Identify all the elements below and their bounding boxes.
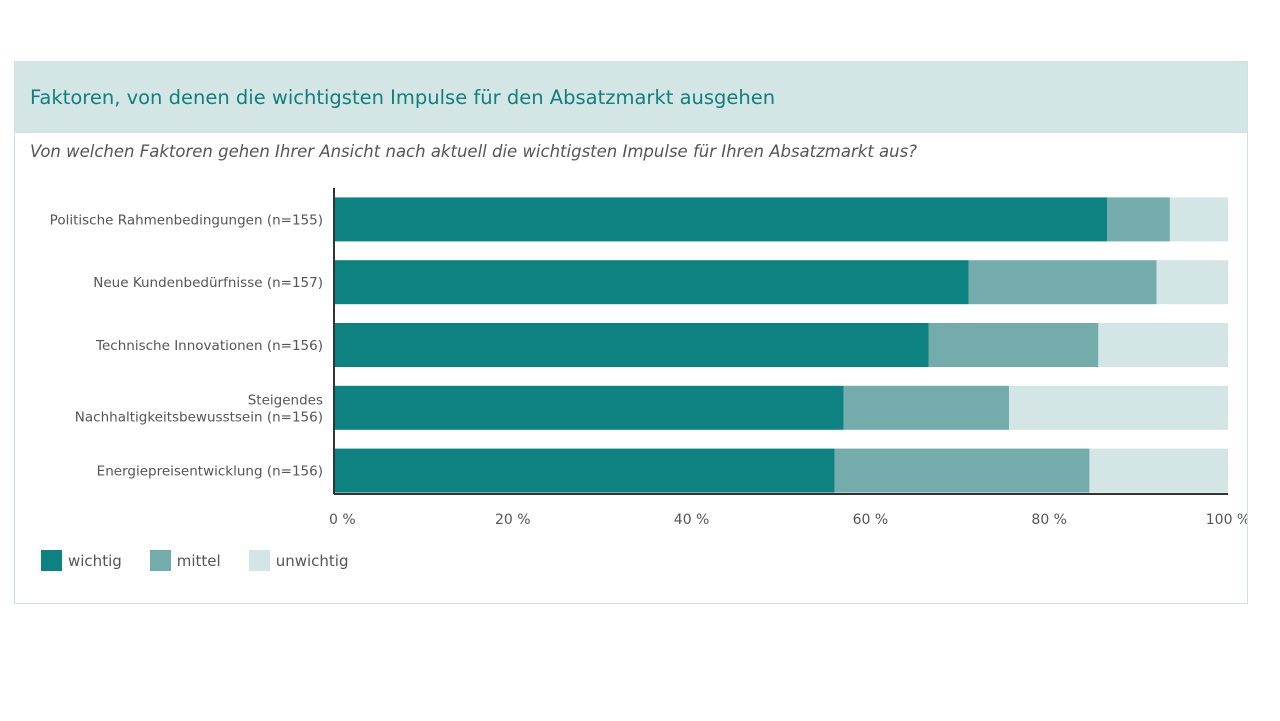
bar-unwichtig-0 <box>1169 197 1228 242</box>
category-label-3-line0: Steigendes <box>248 392 323 408</box>
legend-item-mittel: mittel <box>149 550 221 571</box>
category-label-3-line1: Nachhaltigkeitsbewusstsein (n=156) <box>75 409 323 425</box>
bar-unwichtig-4 <box>1089 448 1228 493</box>
category-label-2: Technische Innovationen (n=156) <box>95 338 323 354</box>
stacked-bar-chart: Politische Rahmenbedingungen (n=155) Neue… <box>50 188 1247 528</box>
bar-mittel-4 <box>834 448 1090 493</box>
category-label-4: Energiepreisentwicklung (n=156) <box>97 464 323 480</box>
x-tick-label-1: 20 % <box>495 512 531 528</box>
bar-mittel-0 <box>1107 197 1170 242</box>
bar-wichtig-1 <box>334 260 969 305</box>
legend-item-wichtig: wichtig <box>41 550 122 571</box>
bar-wichtig-4 <box>334 448 835 493</box>
chart-card: Faktoren, von denen die wichtigsten Impu… <box>14 61 1248 604</box>
legend-swatch-mittel <box>149 550 171 571</box>
legend-item-unwichtig: unwichtig <box>248 550 349 571</box>
card-header: Faktoren, von denen die wichtigsten Impu… <box>15 62 1247 133</box>
legend-label-wichtig: wichtig <box>68 551 122 570</box>
legend-swatch-wichtig <box>41 550 62 571</box>
legend-label-unwichtig: unwichtig <box>275 551 349 570</box>
bar-mittel-3 <box>843 385 1009 430</box>
x-tick-label-2: 40 % <box>674 512 710 528</box>
x-tick-label-3: 60 % <box>853 512 889 528</box>
legend-swatch-unwichtig <box>248 550 270 571</box>
bar-wichtig-3 <box>334 385 844 430</box>
x-tick-label-5: 100 % <box>1206 512 1247 528</box>
chart-subtitle: Von welchen Faktoren gehen Ihrer Ansicht… <box>30 142 917 161</box>
bar-unwichtig-3 <box>1008 385 1228 430</box>
bar-mittel-1 <box>968 260 1157 305</box>
chart-title: Faktoren, von denen die wichtigsten Impu… <box>30 86 776 109</box>
bar-unwichtig-1 <box>1156 260 1228 305</box>
x-tick-label-0: 0 % <box>329 512 356 528</box>
bar-wichtig-2 <box>334 323 929 367</box>
legend: wichtig mittel unwichtig <box>41 550 349 571</box>
x-tick-label-4: 80 % <box>1031 512 1067 528</box>
legend-label-mittel: mittel <box>176 551 221 570</box>
bar-mittel-2 <box>928 323 1099 367</box>
category-label-0: Politische Rahmenbedingungen (n=155) <box>50 212 323 228</box>
bar-wichtig-0 <box>334 197 1108 242</box>
category-label-1: Neue Kundenbedürfnisse (n=157) <box>93 275 323 291</box>
bar-unwichtig-2 <box>1098 323 1228 367</box>
